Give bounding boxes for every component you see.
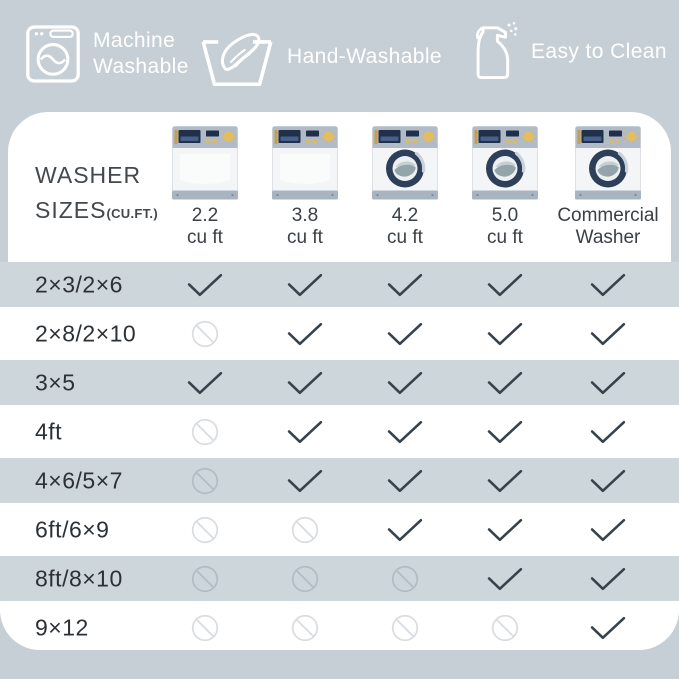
check-icon [387,272,424,297]
check-icon [590,370,627,395]
title-line1: WASHER [35,162,142,188]
check-icon [590,321,627,346]
title-unit-suffix: (CU.FT.) [106,205,158,221]
check-icon [487,321,524,346]
rug-size-label: 2×8/2×10 [35,320,137,346]
column-size-label: 5.0 cu ft [487,205,523,249]
check-icon [487,517,524,542]
column-size-label: 2.2 cu ft [187,205,223,249]
check-icon [590,615,627,640]
column-size-label: 4.2 cu ft [387,205,423,249]
washer-column-3 [372,126,438,200]
compatibility-table: 2×3/2×6 2×8/2×10 3×5 4ft 4×6/5×7 6ft/6×9 8ft/8… [0,262,679,650]
check-icon [287,321,324,346]
feature-label: Easy to Clean [531,40,667,64]
hand-wash-icon [201,32,273,87]
check-icon [590,517,627,542]
feature-hand-washable: Hand-Washable [200,26,442,88]
not-allowed-icon [191,515,220,544]
spray-bottle-icon [476,22,518,80]
not-allowed-icon [191,564,220,593]
washer-column-4 [472,126,538,200]
table-row: 2×3/2×6 [0,262,679,307]
column-size-label: 3.8 cu ft [287,205,323,249]
features-bar: Machine Washable Hand-Washable Easy to C… [0,0,679,112]
table-row: 4ft [0,409,679,454]
top-load-washer-icon [272,126,338,200]
rug-size-label: 6ft/6×9 [35,516,110,542]
top-load-washer-icon [172,126,238,200]
not-allowed-icon [191,613,220,642]
rug-size-label: 3×5 [35,369,76,395]
title-line2: SIZES(CU.FT.) [35,196,158,223]
check-icon [487,370,524,395]
not-allowed-icon [391,613,420,642]
washer-sizes-title: WASHER SIZES(CU.FT.) [35,158,158,227]
table-row: 2×8/2×10 [0,311,679,356]
check-icon [487,419,524,444]
check-icon [287,419,324,444]
not-allowed-icon [191,466,220,495]
not-allowed-icon [291,564,320,593]
washer-column-2 [272,126,338,200]
rug-size-label: 4×6/5×7 [35,467,123,493]
front-load-washer-icon [372,126,438,200]
check-icon [387,419,424,444]
check-icon [387,370,424,395]
feature-machine-washable: Machine Washable [26,24,189,84]
check-icon [590,468,627,493]
washer-column-5 [575,126,641,200]
check-icon [387,517,424,542]
not-allowed-icon [491,613,520,642]
table-row: 6ft/6×9 [0,507,679,552]
washing-machine-icon [26,25,80,83]
not-allowed-icon [191,417,220,446]
column-size-label: Commercial Washer [557,205,659,249]
check-icon [487,468,524,493]
check-icon [187,370,224,395]
check-icon [487,272,524,297]
check-icon [590,566,627,591]
front-load-washer-icon [472,126,538,200]
table-row: 8ft/8×10 [0,556,679,601]
front-load-washer-icon [575,126,641,200]
rug-size-label: 2×3/2×6 [35,271,123,297]
rug-size-label: 8ft/8×10 [35,565,123,591]
check-icon [590,272,627,297]
not-allowed-icon [391,564,420,593]
table-row: 3×5 [0,360,679,405]
not-allowed-icon [291,613,320,642]
not-allowed-icon [191,319,220,348]
rug-size-label: 4ft [35,418,63,444]
check-icon [387,321,424,346]
check-icon [287,272,324,297]
table-row: 9×12 [0,605,679,650]
rug-size-label: 9×12 [35,614,89,640]
check-icon [187,272,224,297]
table-header-card: WASHER SIZES(CU.FT.) 2.2 cu ft 3.8 cu ft 4… [8,112,671,262]
check-icon [487,566,524,591]
check-icon [287,370,324,395]
feature-easy-to-clean: Easy to Clean [466,18,667,86]
feature-label: Machine Washable [93,29,189,78]
check-icon [387,468,424,493]
table-row: 4×6/5×7 [0,458,679,503]
check-icon [287,468,324,493]
washer-column-1 [172,126,238,200]
feature-label: Hand-Washable [287,45,442,69]
check-icon [590,419,627,444]
not-allowed-icon [291,515,320,544]
